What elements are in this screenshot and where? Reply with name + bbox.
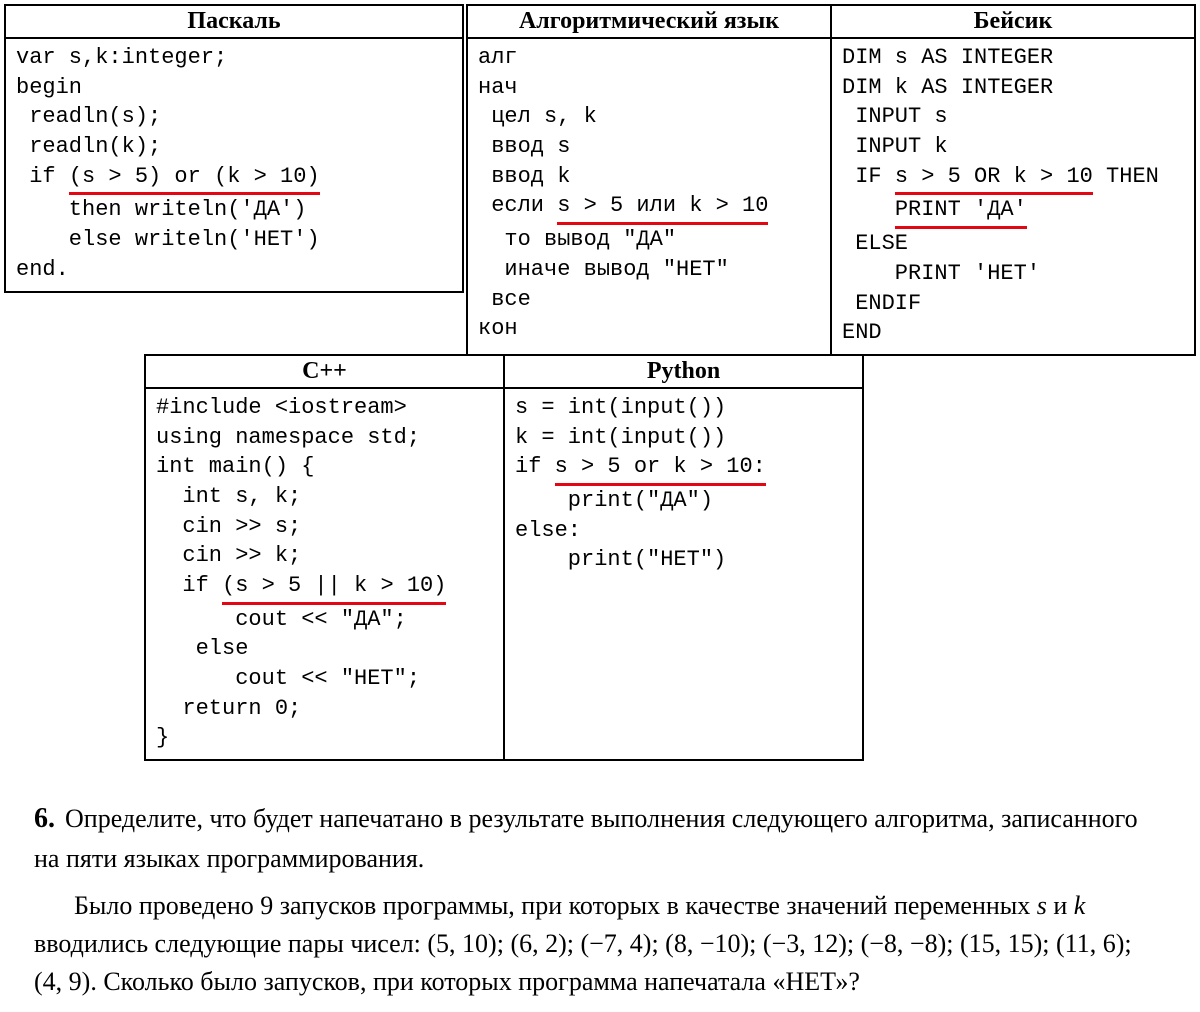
code-line <box>842 197 895 222</box>
pascal-code: var s,k:integer; begin readln(s); readln… <box>16 43 452 285</box>
python-code: s = int(input()) k = int(input()) if s >… <box>515 393 852 575</box>
code-tables-row-2: C++ Python #include <iostream> using nam… <box>4 356 1196 761</box>
code-line: #include <iostream> <box>156 395 407 420</box>
code-line: return 0; <box>156 696 301 721</box>
code-line: ввод k <box>478 164 570 189</box>
code-line: using namespace std; <box>156 425 420 450</box>
cpp-condition: (s > 5 || k > 10) <box>222 571 446 605</box>
python-condition: s > 5 or k > 10: <box>555 452 766 486</box>
code-line: алг <box>478 45 518 70</box>
alg-basic-table: Алгоритмический язык Бейсик алг нач цел … <box>466 4 1196 356</box>
code-line: cin >> s; <box>156 514 301 539</box>
code-line: кон <box>478 316 518 341</box>
code-line: ELSE <box>842 231 908 256</box>
code-line: INPUT s <box>842 104 948 129</box>
code-line: readln(s); <box>16 104 161 129</box>
code-line: } <box>156 725 169 750</box>
basic-code: DIM s AS INTEGER DIM k AS INTEGER INPUT … <box>842 43 1184 348</box>
cpp-code: #include <iostream> using namespace std;… <box>156 393 493 753</box>
code-line: print("НЕТ") <box>515 547 726 572</box>
question-p2: Было проведено 9 запусков программы, при… <box>34 887 1166 1000</box>
code-line: if <box>156 573 222 598</box>
code-line: ввод s <box>478 134 570 159</box>
code-line: if <box>515 454 555 479</box>
alg-condition: s > 5 или k > 10 <box>557 191 768 225</box>
var-k: k <box>1074 891 1086 920</box>
row2-indent <box>4 356 144 761</box>
code-line: readln(k); <box>16 134 161 159</box>
code-line: иначе вывод "НЕТ" <box>478 257 729 282</box>
code-line: else writeln('НЕТ') <box>16 227 320 252</box>
code-line: END <box>842 320 882 345</box>
code-line: THEN <box>1093 164 1159 189</box>
code-line: var s,k:integer; <box>16 45 227 70</box>
code-line: то вывод "ДА" <box>478 227 676 252</box>
code-line: цел s, k <box>478 104 597 129</box>
code-line: k = int(input()) <box>515 425 726 450</box>
code-line: DIM k AS INTEGER <box>842 75 1053 100</box>
cpp-code-cell: #include <iostream> using namespace std;… <box>145 388 504 760</box>
cpp-python-table: C++ Python #include <iostream> using nam… <box>144 354 864 761</box>
code-line: int s, k; <box>156 484 301 509</box>
code-line: else <box>156 636 248 661</box>
basic-code-cell: DIM s AS INTEGER DIM k AS INTEGER INPUT … <box>831 38 1195 355</box>
code-line: cout << "ДА"; <box>156 607 407 632</box>
question-text-2a: Было проведено 9 запусков программы, при… <box>74 891 1037 920</box>
question-text-2c: вводились следующие пары чисел: (5, 10);… <box>34 929 1132 996</box>
cpp-header: C++ <box>145 355 504 388</box>
question-p1: 6.Определите, что будет напечатано в рез… <box>34 799 1166 877</box>
code-line: если <box>478 193 557 218</box>
alg-header: Алгоритмический язык <box>467 5 831 38</box>
question-text-2b: и <box>1047 891 1074 920</box>
question-block: 6.Определите, что будет напечатано в рез… <box>4 761 1196 1000</box>
code-line: нач <box>478 75 518 100</box>
python-code-cell: s = int(input()) k = int(input()) if s >… <box>504 388 863 760</box>
code-line: cout << "НЕТ"; <box>156 666 420 691</box>
python-header: Python <box>504 355 863 388</box>
code-line: print("ДА") <box>515 488 713 513</box>
basic-header: Бейсик <box>831 5 1195 38</box>
question-number: 6. <box>34 803 55 834</box>
code-line: cin >> k; <box>156 543 301 568</box>
pascal-code-cell: var s,k:integer; begin readln(s); readln… <box>5 38 463 292</box>
code-line: INPUT k <box>842 134 948 159</box>
question-text-1: Определите, что будет напечатано в резул… <box>34 804 1138 873</box>
basic-condition: s > 5 OR k > 10 <box>895 162 1093 196</box>
code-line: s = int(input()) <box>515 395 726 420</box>
code-line: IF <box>842 164 895 189</box>
code-line: DIM s AS INTEGER <box>842 45 1053 70</box>
code-line: else: <box>515 518 581 543</box>
alg-code-cell: алг нач цел s, k ввод s ввод k если s > … <box>467 38 831 355</box>
code-line: end. <box>16 257 69 282</box>
code-line: then writeln('ДА') <box>16 197 306 222</box>
var-s: s <box>1037 891 1047 920</box>
code-line: PRINT 'НЕТ' <box>842 261 1040 286</box>
pascal-header: Паскаль <box>5 5 463 38</box>
code-line: int main() { <box>156 454 314 479</box>
code-line: ENDIF <box>842 291 921 316</box>
basic-print-da: PRINT 'ДА' <box>895 195 1027 229</box>
code-line: все <box>478 287 531 312</box>
pascal-condition: (s > 5) or (k > 10) <box>69 162 320 196</box>
code-line: if <box>16 164 69 189</box>
alg-code: алг нач цел s, k ввод s ввод k если s > … <box>478 43 820 344</box>
pascal-table: Паскаль var s,k:integer; begin readln(s)… <box>4 4 464 293</box>
code-tables-row-1: Паскаль var s,k:integer; begin readln(s)… <box>4 4 1196 356</box>
code-line: begin <box>16 75 82 100</box>
